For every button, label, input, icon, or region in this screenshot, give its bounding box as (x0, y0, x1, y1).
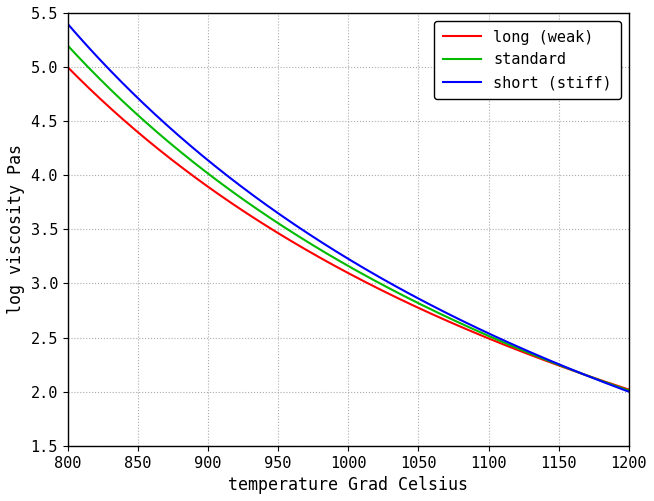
Y-axis label: log viscosity Pas: log viscosity Pas (7, 144, 25, 314)
long (weak) (625, 386, 632, 392)
short (stiff) (625, 389, 632, 395)
short (stiff) (608, 382, 616, 388)
standard (609, 382, 617, 388)
short (stiff) (63, 21, 71, 27)
long (weak) (337, 266, 345, 272)
Line: long (weak): long (weak) (67, 67, 628, 389)
long (weak) (322, 258, 330, 264)
standard (506, 342, 513, 348)
standard (322, 250, 330, 256)
standard (625, 388, 632, 394)
Line: standard: standard (67, 46, 628, 391)
short (stiff) (506, 340, 513, 346)
long (weak) (609, 381, 617, 387)
short (stiff) (609, 383, 617, 389)
short (stiff) (322, 242, 330, 248)
short (stiff) (337, 251, 345, 257)
Legend: long (weak), standard, short (stiff): long (weak), standard, short (stiff) (434, 21, 621, 99)
standard (63, 43, 71, 49)
standard (608, 382, 616, 388)
standard (92, 72, 100, 78)
X-axis label: temperature Grad Celsius: temperature Grad Celsius (228, 476, 468, 494)
long (weak) (63, 64, 71, 70)
long (weak) (506, 344, 513, 350)
standard (337, 259, 345, 265)
Line: short (stiff): short (stiff) (67, 24, 628, 392)
short (stiff) (92, 53, 100, 59)
long (weak) (608, 381, 616, 387)
long (weak) (92, 92, 100, 98)
